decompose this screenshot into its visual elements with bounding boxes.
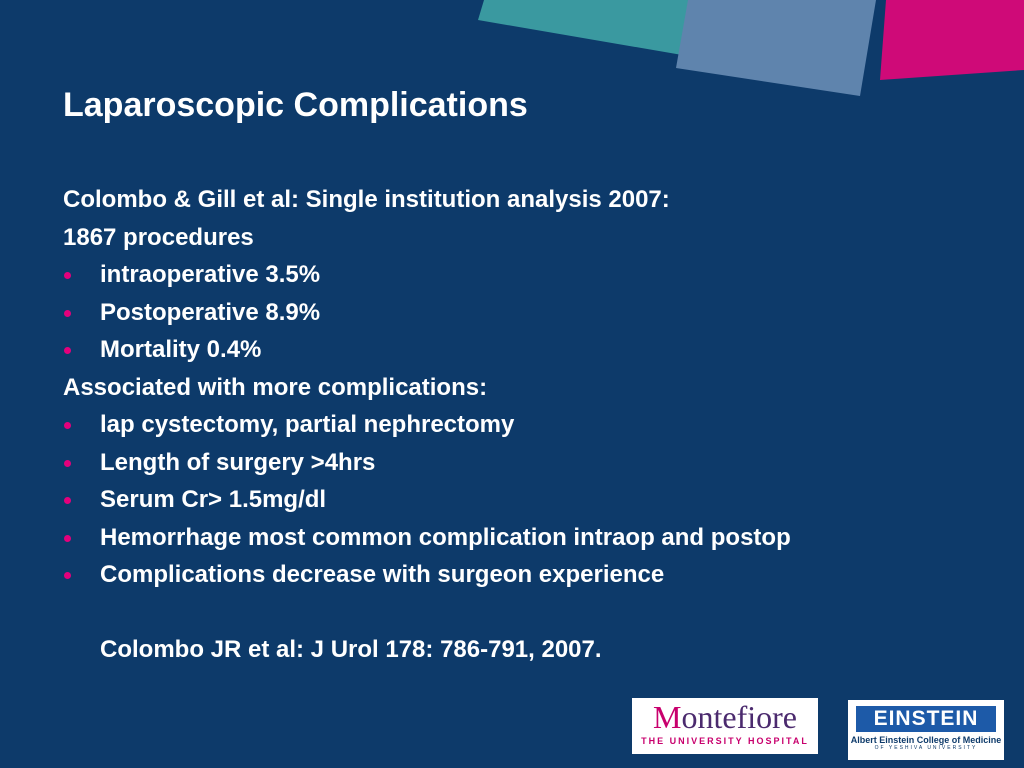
- logo-subtitle: Albert Einstein College of Medicine: [850, 735, 1002, 745]
- einstein-logo: EINSTEIN Albert Einstein College of Medi…: [848, 700, 1004, 760]
- montefiore-logo: Montefiore THE UNIVERSITY HOSPITAL: [632, 698, 818, 754]
- line-text: Length of surgery >4hrs: [100, 448, 376, 476]
- text-line: Colombo & Gill et al: Single institution…: [63, 181, 983, 219]
- bullet-item: Hemorrhage most common complication intr…: [63, 519, 983, 557]
- bullet: [64, 422, 71, 429]
- slide-title: Laparoscopic Complications: [63, 86, 528, 124]
- content: Colombo & Gill et al: Single institution…: [63, 181, 983, 594]
- bullet: [64, 459, 71, 467]
- bullet: [64, 572, 71, 579]
- line-text: Postoperative 8.9%: [100, 298, 321, 326]
- teal-shape: [478, 0, 694, 56]
- bullet-item: Length of surgery >4hrs: [63, 444, 983, 482]
- text-line: 1867 procedures: [63, 219, 983, 257]
- bullet: [64, 347, 71, 354]
- bullet-item: intraoperative 3.5%: [63, 256, 983, 294]
- bullet: [64, 534, 71, 542]
- bullet: [64, 272, 71, 279]
- bullet: [64, 497, 71, 504]
- magenta-shape: [880, 0, 1024, 80]
- line-text: Associated with more complications:: [63, 373, 488, 401]
- line-text: Serum Cr> 1.5mg/dl: [100, 486, 327, 513]
- text-line: Associated with more complications:: [63, 369, 983, 407]
- logo-name: Montefiore: [653, 699, 797, 735]
- bullet-item: Complications decrease with surgeon expe…: [63, 556, 983, 594]
- logo-name: EINSTEIN: [856, 706, 996, 732]
- logo-subtitle: THE UNIVERSITY HOSPITAL: [641, 736, 809, 746]
- line-text: 1867 procedures: [63, 223, 254, 251]
- line-text: intraoperative 3.5%: [100, 261, 321, 288]
- bullet-item: Mortality 0.4%: [63, 331, 983, 369]
- blue-shape: [676, 0, 876, 96]
- logo-subtitle: OF YESHIVA UNIVERSITY: [874, 745, 978, 751]
- decoration: [478, 0, 1024, 96]
- line-text: Colombo & Gill et al: Single institution…: [63, 186, 670, 213]
- bullet: [64, 309, 71, 317]
- citation: Colombo JR et al: J Urol 178: 786-791, 2…: [100, 636, 602, 663]
- bullet-item: lap cystectomy, partial nephrectomy: [63, 406, 983, 444]
- line-text: Hemorrhage most common complication intr…: [100, 523, 791, 551]
- line-text: lap cystectomy, partial nephrectomy: [100, 411, 515, 438]
- line-text: Mortality 0.4%: [100, 336, 262, 363]
- bullet-item: Serum Cr> 1.5mg/dl: [63, 481, 983, 519]
- bullet-item: Postoperative 8.9%: [63, 294, 983, 332]
- line-text: Complications decrease with surgeon expe…: [100, 561, 665, 588]
